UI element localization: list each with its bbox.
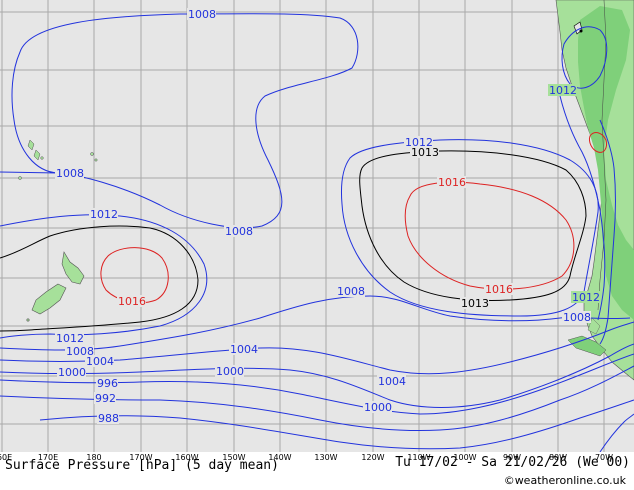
- isobar-988-east: [599, 413, 634, 453]
- label-1008-c: 1008: [225, 225, 253, 238]
- credit-link[interactable]: ©weatheronline.co.uk: [504, 474, 627, 487]
- isobar-1016-east: [404, 181, 575, 290]
- isobar-992: [0, 365, 634, 432]
- lon-label: 110W: [407, 453, 430, 462]
- lon-label: 100W: [453, 453, 476, 462]
- label-1008-a: 1008: [188, 8, 216, 21]
- label-1008-d: 1008: [337, 285, 365, 298]
- lon-label: 160W: [175, 453, 198, 462]
- lon-label: 140W: [268, 453, 291, 462]
- lon-label: 170E: [38, 453, 58, 462]
- label-1012-c: 1012: [405, 136, 433, 149]
- map-caption: Surface Pressure [hPa] (5 day mean): [5, 458, 279, 473]
- lon-label: 80W: [549, 453, 567, 462]
- isobar-1012-chile: [559, 95, 606, 321]
- isobar-1004: [0, 321, 634, 375]
- label-992: 992: [95, 392, 116, 405]
- label-1016-a: 1016: [118, 295, 146, 308]
- label-1012-a: 1012: [90, 208, 118, 221]
- label-1000-b: 1000: [216, 365, 244, 378]
- label-1000-a: 1000: [58, 366, 86, 379]
- label-1012-b: 1012: [56, 332, 84, 345]
- lon-label: 70W: [595, 453, 613, 462]
- isobar-1013-west: [0, 225, 199, 332]
- isobar-1013-east: [359, 150, 587, 301]
- isobar-1016-chile: [589, 132, 607, 153]
- footer-strip: [0, 452, 634, 490]
- label-996: 996: [97, 377, 118, 390]
- lon-label: 180: [86, 453, 101, 462]
- label-1016-c: 1016: [485, 283, 513, 296]
- isobar-1008-north: [11, 13, 359, 229]
- label-1016-b: 1016: [438, 176, 466, 189]
- label-1000-c: 1000: [364, 401, 392, 414]
- isobar-1012-north-chile: [561, 26, 608, 89]
- isobar-1016-west: [100, 247, 169, 304]
- label-1008-b: 1008: [56, 167, 84, 180]
- new-zealand-landmass: [26, 251, 85, 322]
- label-1013-a: 1013: [411, 146, 439, 159]
- lon-label: 90W: [503, 453, 521, 462]
- label-1012-e: 1012: [572, 291, 600, 304]
- label-1004-b: 1004: [230, 343, 258, 356]
- label-1008-f: 1008: [563, 311, 591, 324]
- isobar-1000: [0, 343, 634, 408]
- isobar-1008-west: [0, 171, 59, 174]
- lon-label: 120W: [361, 453, 384, 462]
- label-1004-a: 1004: [86, 355, 114, 368]
- pacific-islands: [18, 139, 98, 180]
- isobar-1008-chile: [599, 119, 616, 345]
- lon-label: 150W: [222, 453, 245, 462]
- isobar-988: [39, 399, 634, 450]
- label-1008-e: 1008: [66, 345, 94, 358]
- label-1013-b: 1013: [461, 297, 489, 310]
- ocean-background: [0, 0, 634, 452]
- label-1012-d: 1012: [549, 84, 577, 97]
- label-988: 988: [98, 412, 119, 425]
- lon-label: 170W: [129, 453, 152, 462]
- lon-label: 130W: [314, 453, 337, 462]
- longitude-axis: 160E 170E 180 170W 160W 150W 140W 130W 1…: [0, 453, 613, 462]
- label-1004-c: 1004: [378, 375, 406, 388]
- isobar-labels: 1008 1008 1008 1008 1008 1008 1012 1012 …: [55, 8, 600, 425]
- valid-date-range: Tu 17/02 - Sa 21/02/26 (We 00): [395, 455, 630, 470]
- lon-label: 160E: [0, 453, 12, 462]
- isobar-996: [0, 353, 634, 415]
- graticule: [0, 0, 634, 452]
- isobars: [0, 13, 634, 453]
